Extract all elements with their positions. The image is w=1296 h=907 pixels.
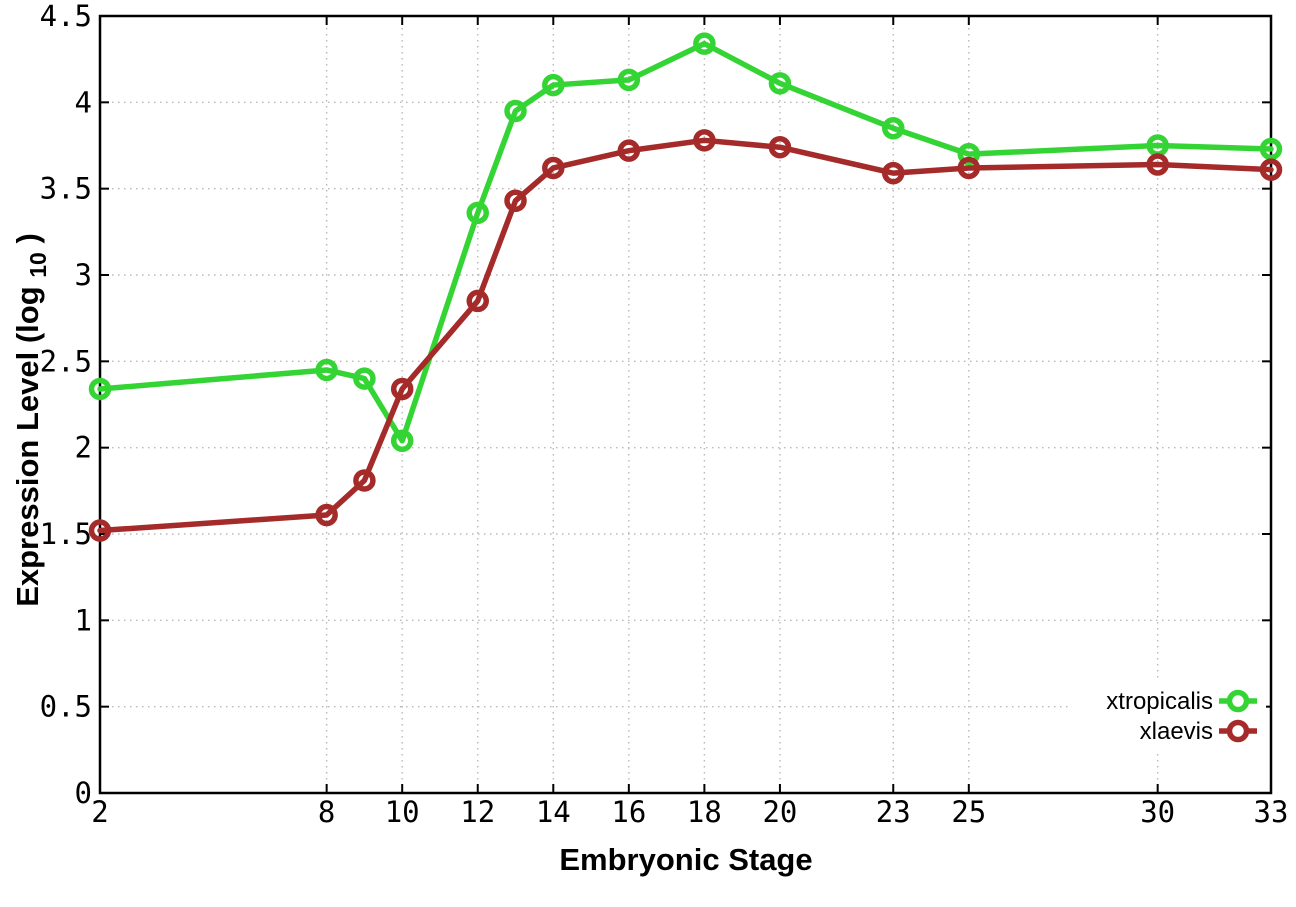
legend-label-xlaevis: xlaevis [1140, 718, 1213, 745]
legend-label-xtropicalis: xtropicalis [1106, 688, 1213, 715]
y-tick-label-2.5: 2.5 [40, 344, 92, 378]
series-xtropicalis [88, 32, 1283, 453]
point-xlaevis-stage-9 [353, 469, 376, 492]
x-tick-label-8: 8 [318, 795, 335, 829]
point-xtropicalis-stage-2 [88, 377, 112, 401]
line-xlaevis [97, 137, 1274, 534]
x-axis-title: Embryonic Stage [559, 842, 812, 877]
point-xtropicalis-stage-12 [466, 201, 489, 225]
y-tick-label-4.5: 4.5 [40, 0, 92, 33]
legend: xtropicalis xlaevis [1072, 682, 1266, 752]
x-tick-label-14: 14 [536, 795, 571, 829]
plot-border [98, 14, 1273, 795]
x-tick-label-30: 30 [1140, 795, 1175, 829]
y-tick-label-0: 0 [75, 776, 92, 810]
x-tick-label-18: 18 [687, 795, 722, 829]
y-tick-label-1: 1 [75, 603, 92, 637]
x-tick-label-25: 25 [951, 795, 986, 829]
point-xlaevis-stage-33 [1259, 158, 1283, 181]
x-tick-label-10: 10 [385, 795, 420, 829]
tick-labels: 2 8 10 12 14 16 18 20 23 25 30 33 0 0.5 1 1.5 2 2.5 3 3.5 4 4… [40, 0, 1289, 829]
point-xtropicalis-stage-13 [504, 99, 527, 123]
point-xlaevis-stage-10 [390, 377, 414, 401]
point-xlaevis-stage-30 [1146, 153, 1169, 176]
y-tick-label-3: 3 [75, 258, 92, 292]
legend-sample-marker-xlaevis [1226, 719, 1250, 743]
y-tick-label-2: 2 [75, 431, 92, 465]
legend-sample-marker-xtropicalis [1226, 689, 1250, 713]
point-xtropicalis-stage-20 [768, 72, 792, 95]
y-tick-label-3.5: 3.5 [40, 172, 92, 206]
point-xtropicalis-stage-8 [315, 358, 338, 382]
axis-ticks [99, 15, 1272, 794]
point-xtropicalis-stage-14 [542, 73, 565, 97]
y-axis-title: Expression Level (log 10 ) [10, 233, 53, 607]
point-xtropicalis-stage-23 [882, 116, 905, 140]
series-xlaevis [88, 129, 1283, 542]
y-tick-label-0.5: 0.5 [40, 690, 92, 724]
x-tick-label-20: 20 [762, 795, 797, 829]
point-xlaevis-stage-23 [882, 161, 905, 185]
line-xtropicalis [97, 40, 1274, 444]
point-xlaevis-stage-14 [542, 156, 565, 180]
point-xlaevis-stage-25 [957, 156, 981, 180]
x-tick-label-12: 12 [460, 795, 495, 829]
point-xtropicalis-stage-16 [617, 68, 641, 92]
point-xtropicalis-stage-18 [693, 32, 716, 55]
plot-series [88, 32, 1283, 542]
y-tick-label-1.5: 1.5 [40, 517, 92, 551]
point-xtropicalis-stage-25 [957, 142, 981, 166]
point-xlaevis-stage-18 [693, 129, 716, 152]
y-tick-label-4: 4 [75, 85, 92, 119]
x-tick-label-23: 23 [876, 795, 911, 829]
y-axis-title-subscript: 10 [25, 252, 51, 278]
x-tick-label-33: 33 [1254, 795, 1289, 829]
point-xlaevis-stage-12 [466, 289, 489, 313]
point-xlaevis-stage-8 [315, 503, 338, 527]
gridlines [99, 15, 1272, 794]
point-xlaevis-stage-20 [768, 135, 792, 159]
point-xlaevis-stage-2 [88, 519, 112, 542]
x-tick-label-16: 16 [611, 795, 646, 829]
point-xtropicalis-stage-10 [390, 429, 414, 453]
point-xlaevis-stage-16 [617, 139, 641, 162]
point-xtropicalis-stage-33 [1259, 137, 1283, 161]
y-axis-title-close: ) [10, 233, 45, 243]
x-tick-label-2: 2 [91, 795, 108, 829]
point-xtropicalis-stage-9 [353, 367, 376, 390]
y-axis-title-main: Expression Level (log [10, 286, 45, 606]
point-xlaevis-stage-13 [504, 189, 527, 213]
